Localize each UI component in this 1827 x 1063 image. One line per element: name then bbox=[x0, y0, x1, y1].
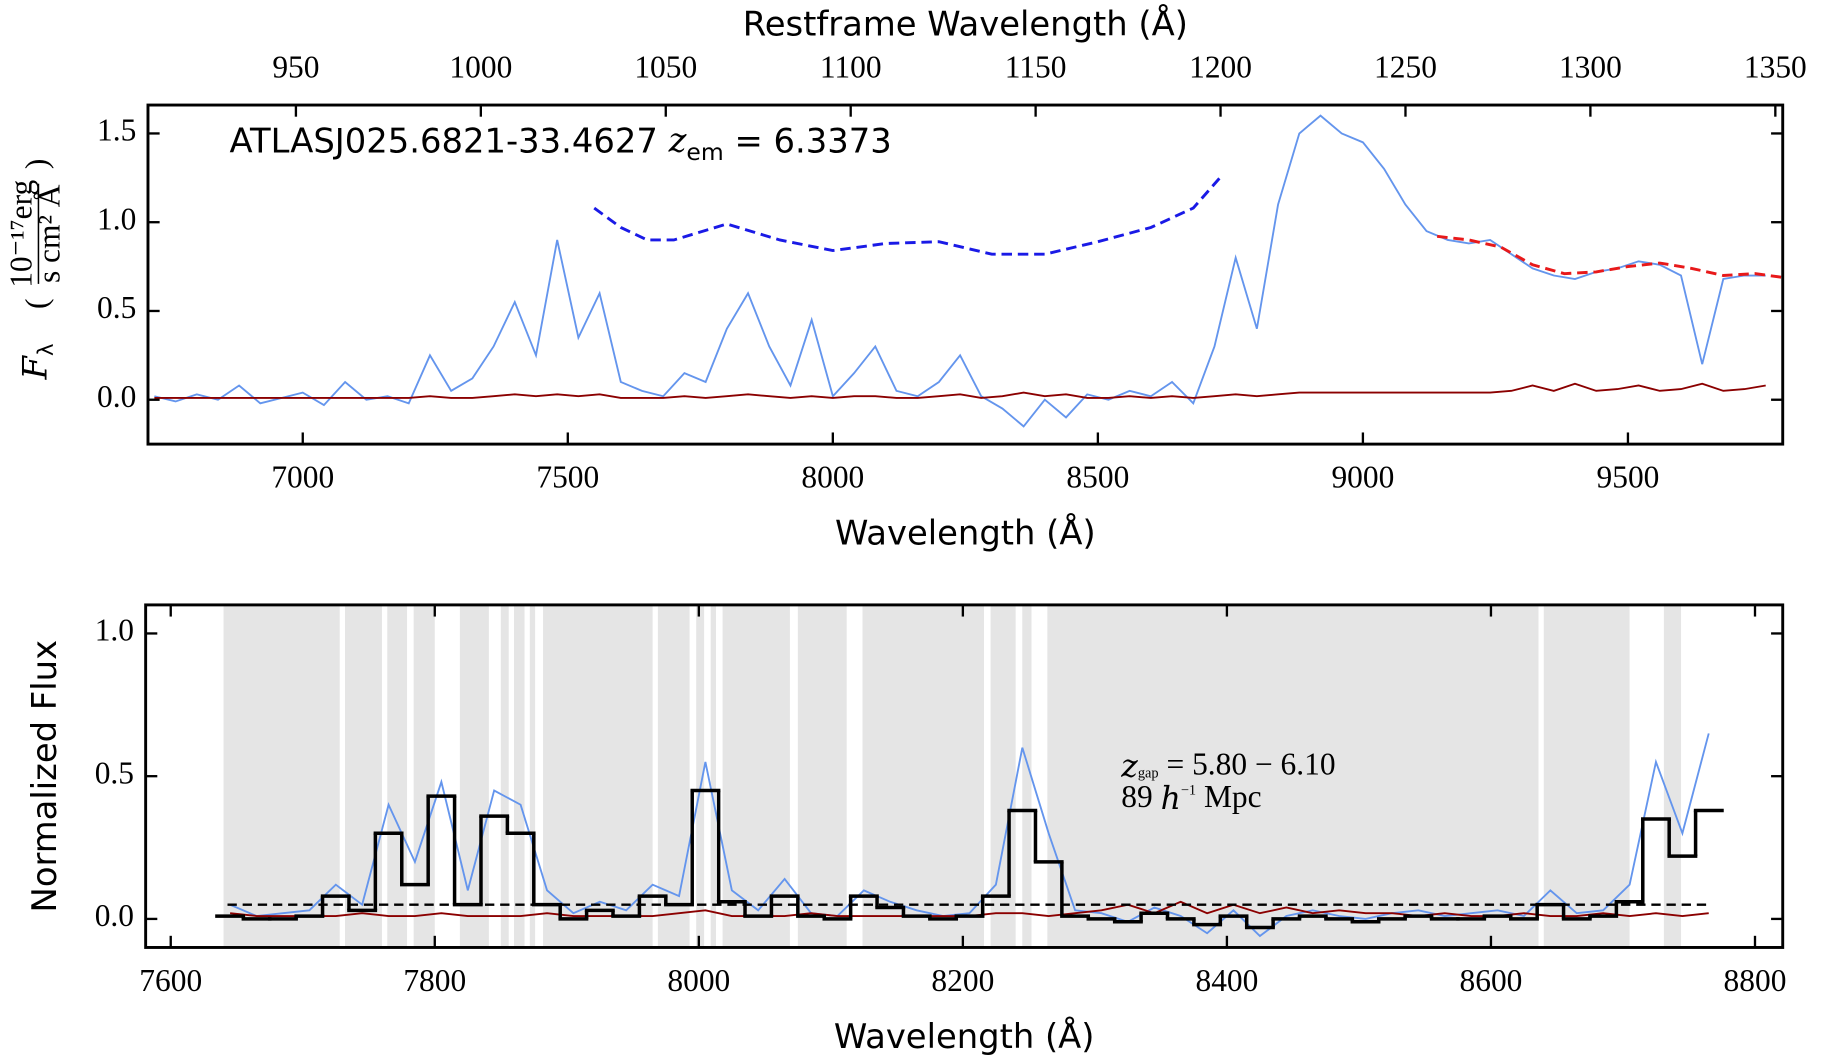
x2-tick-label: 1100 bbox=[820, 49, 882, 84]
masked-region bbox=[797, 604, 847, 948]
y-axis-label: Normalized Flux bbox=[25, 640, 64, 913]
text-part: z bbox=[1120, 748, 1138, 784]
x-tick-label: 9500 bbox=[1597, 459, 1660, 494]
x-tick-label: 7500 bbox=[536, 459, 599, 494]
gap-annotation: zgap = 5.80 − 6.10 bbox=[1120, 747, 1335, 784]
x2-tick-label: 1350 bbox=[1744, 49, 1807, 84]
masked-region bbox=[223, 604, 340, 948]
y-tick-label: 0.5 bbox=[97, 290, 136, 325]
masked-region bbox=[1022, 604, 1032, 948]
x-axis-label: Wavelength (Å) bbox=[835, 512, 1096, 552]
masked-region bbox=[722, 604, 790, 948]
masked-region bbox=[696, 604, 705, 948]
x-tick-label: 8400 bbox=[1195, 963, 1258, 998]
y-tick-label: 0.0 bbox=[95, 898, 134, 933]
masked-region bbox=[413, 604, 435, 948]
masked-region bbox=[543, 604, 653, 948]
text-part: 89 bbox=[1121, 779, 1160, 814]
x2-axis-label: Restframe Wavelength (Å) bbox=[743, 3, 1188, 43]
x-tick-label: 7600 bbox=[139, 963, 202, 998]
masked-region bbox=[1663, 604, 1682, 948]
x-tick-label: 7800 bbox=[403, 963, 466, 998]
text-part: F bbox=[15, 354, 54, 380]
spectrum-line bbox=[1436, 234, 1782, 279]
x-tick-label: 8000 bbox=[801, 459, 864, 494]
masked-region bbox=[1543, 604, 1630, 948]
x2-tick-label: 950 bbox=[272, 49, 319, 84]
text-part: = 5.80 − 6.10 bbox=[1159, 747, 1336, 782]
x-tick-label: 8000 bbox=[667, 963, 730, 998]
text-part: = 6.3373 bbox=[724, 121, 892, 160]
y-axis-symbol: Fλ bbox=[15, 343, 58, 380]
spectrum-line bbox=[154, 114, 1766, 428]
y-tick-label: 0.0 bbox=[97, 379, 136, 414]
text-part: −1 bbox=[1181, 783, 1196, 799]
x2-tick-label: 1000 bbox=[449, 49, 512, 84]
plot-area bbox=[215, 604, 1724, 948]
spectrum-line bbox=[593, 176, 1221, 256]
text-part: h bbox=[1161, 781, 1181, 817]
gap-annotation: 89 h−1 Mpc bbox=[1121, 779, 1261, 816]
x-tick-label: 8200 bbox=[931, 963, 994, 998]
x-tick-label: 7000 bbox=[271, 459, 334, 494]
text-part: gap bbox=[1138, 766, 1159, 782]
text-part: ATLASJ025.6821-33.4627 bbox=[230, 121, 669, 160]
masked-region bbox=[459, 604, 489, 948]
y-tick-label: 1.0 bbox=[95, 613, 134, 648]
text-part: Mpc bbox=[1196, 779, 1262, 814]
paren: ( bbox=[19, 298, 54, 308]
plot-area bbox=[154, 114, 1782, 428]
x-tick-label: 9000 bbox=[1331, 459, 1394, 494]
masked-region bbox=[513, 604, 525, 948]
x2-tick-label: 1300 bbox=[1559, 49, 1622, 84]
unit-denominator: s cm² Å bbox=[32, 184, 67, 283]
axes-frame bbox=[146, 103, 1785, 446]
x-tick-label: 8600 bbox=[1460, 963, 1523, 998]
x2-tick-label: 1050 bbox=[634, 49, 697, 84]
y-tick-label: 1.0 bbox=[97, 201, 136, 236]
y-tick-label: 1.5 bbox=[97, 113, 136, 148]
masked-region bbox=[387, 604, 408, 948]
text-part: em bbox=[686, 138, 723, 166]
spectrum-title: ATLASJ025.6821-33.4627 zem = 6.3373 bbox=[230, 120, 892, 165]
x2-tick-label: 1250 bbox=[1374, 49, 1437, 84]
x2-tick-label: 1150 bbox=[1005, 49, 1067, 84]
masked-region bbox=[1047, 604, 1539, 948]
x-tick-label: 8500 bbox=[1066, 459, 1129, 494]
text-part: z bbox=[668, 120, 687, 159]
masked-region bbox=[990, 604, 1016, 948]
masked-region bbox=[710, 604, 716, 948]
masked-region bbox=[529, 604, 536, 948]
masked-region bbox=[500, 604, 509, 948]
spectrum-line bbox=[154, 382, 1766, 399]
y-tick-label: 0.5 bbox=[95, 755, 134, 790]
masked-region bbox=[657, 604, 690, 948]
masked-region bbox=[862, 604, 984, 948]
unit-numerator: 10⁻¹⁷erg bbox=[4, 180, 39, 288]
x-tick-label: 8800 bbox=[1724, 963, 1787, 998]
x2-tick-label: 1200 bbox=[1189, 49, 1252, 84]
x-axis-label: Wavelength (Å) bbox=[834, 1016, 1095, 1056]
text-part: λ bbox=[33, 343, 58, 356]
paren: ) bbox=[19, 159, 54, 169]
